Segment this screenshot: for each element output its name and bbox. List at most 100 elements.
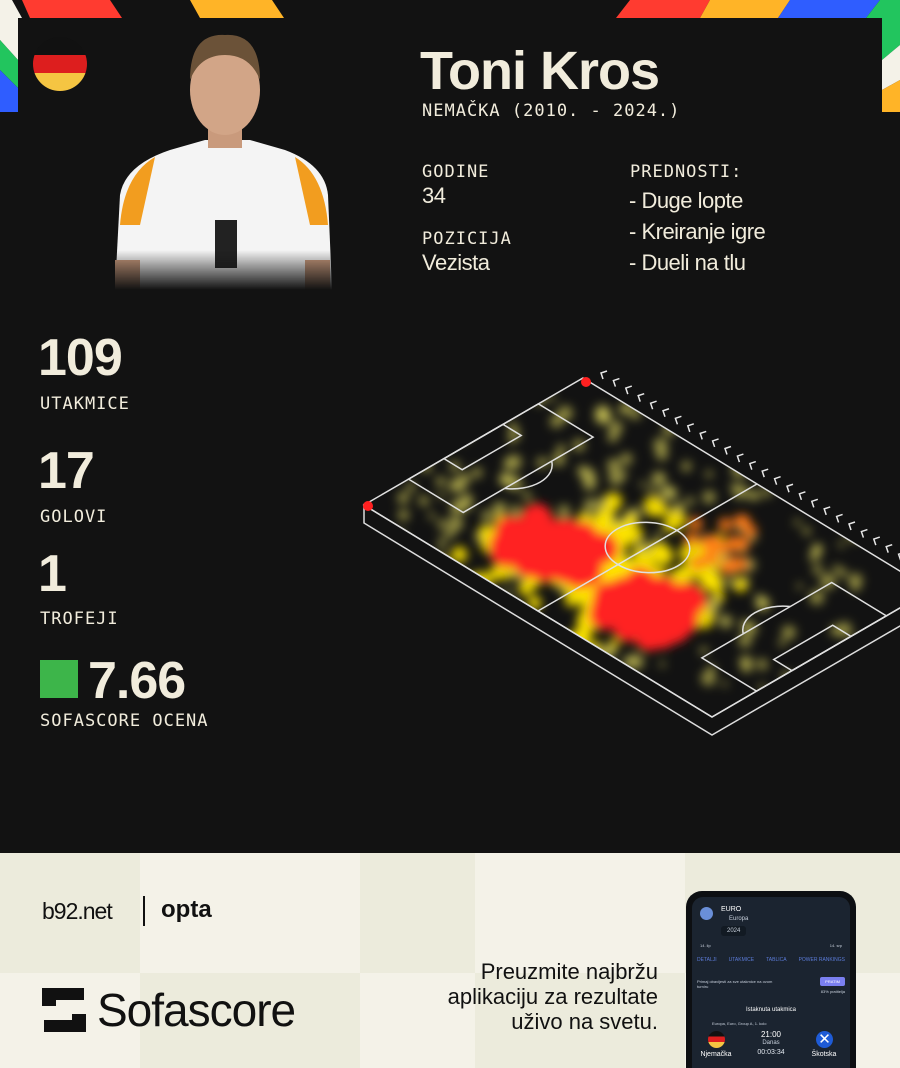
germany-flag-icon <box>33 37 87 91</box>
heat-blob <box>488 624 505 640</box>
heat-blob <box>464 595 478 609</box>
heat-blob <box>577 465 590 478</box>
heat-blob <box>851 583 860 592</box>
heat-blob <box>557 504 571 518</box>
heat-blob <box>455 628 468 642</box>
heat-blob <box>549 414 563 428</box>
tab-matches[interactable]: UTAKMICE <box>728 957 755 963</box>
heat-blob <box>838 541 845 548</box>
heat-blob <box>844 439 852 447</box>
match-info: Europa, Euro, Group A, 1. kolo <box>712 1021 767 1026</box>
matches-value: 109 <box>38 329 123 387</box>
heat-blob <box>705 470 713 479</box>
heat-blob <box>556 444 566 454</box>
heat-blob <box>403 624 411 631</box>
chevron-left-icon <box>786 483 794 493</box>
heat-blob <box>647 485 656 493</box>
tab-power-rankings[interactable]: POWER RANKINGS <box>798 957 845 963</box>
chevron-left-icon <box>662 408 670 417</box>
heat-blob <box>477 407 486 415</box>
heat-blob <box>658 473 666 482</box>
heat-blob <box>837 568 848 578</box>
heat-blob <box>537 533 570 566</box>
heat-blob <box>557 405 573 421</box>
heat-blob <box>481 510 493 522</box>
heat-blob <box>821 392 836 408</box>
heat-blob <box>739 655 753 669</box>
heatmap-pitch <box>0 370 900 736</box>
chevron-left-icon <box>612 377 620 387</box>
heat-blob <box>582 476 597 491</box>
heat-blob <box>653 437 668 453</box>
match-day: Danas <box>762 1040 780 1046</box>
season-select[interactable]: 2024 <box>721 926 747 936</box>
heat-blob <box>403 440 413 450</box>
heat-blob <box>499 503 506 511</box>
chevron-left-icon <box>649 400 657 410</box>
heat-blob <box>710 422 726 438</box>
heat-blob <box>503 459 513 469</box>
heat-blob <box>451 601 466 616</box>
heat-blob <box>814 418 828 432</box>
heat-blob <box>809 466 816 473</box>
heat-blob <box>437 616 454 632</box>
heat-blob <box>449 653 462 667</box>
heat-blob <box>742 392 752 403</box>
heat-blob <box>608 469 625 486</box>
heat-blob <box>608 420 623 435</box>
heat-blob <box>606 458 621 473</box>
trophies-value: 1 <box>38 545 67 603</box>
heat-blob <box>812 564 823 575</box>
heat-blob <box>699 535 714 550</box>
heat-blob <box>459 596 479 615</box>
heat-blob <box>707 664 716 673</box>
heat-blob <box>738 633 752 648</box>
chevron-left-icon <box>724 445 732 455</box>
cta-line: uživo na svetu. <box>511 1009 658 1034</box>
heat-blob <box>395 445 408 458</box>
match-time: 21:00 <box>760 1030 782 1039</box>
follow-button[interactable]: PRATIM <box>820 977 845 986</box>
heat-blob <box>434 406 443 415</box>
chevron-left-icon <box>624 385 633 395</box>
heat-blob <box>685 496 695 506</box>
heat-blob <box>834 482 845 493</box>
chevron-left-icon <box>798 491 806 501</box>
heat-blob <box>454 387 469 401</box>
heat-blob <box>398 611 410 623</box>
heat-blob <box>552 452 566 467</box>
heat-blob <box>407 449 417 459</box>
heat-blob <box>601 509 614 522</box>
heat-blob <box>743 405 754 415</box>
heat-blob <box>733 577 748 593</box>
heat-blob <box>472 622 485 635</box>
heat-blob <box>778 639 786 647</box>
heat-blob <box>846 525 863 542</box>
app-cta: Preuzmite najbržu aplikaciju za rezultat… <box>400 959 658 1034</box>
heat-blob <box>802 527 811 536</box>
rating-label: SOFASCORE OCENA <box>40 711 209 731</box>
heat-blob <box>701 551 716 566</box>
sofascore-logo-icon <box>42 988 86 1032</box>
tab-details[interactable]: DETALJI <box>697 957 717 963</box>
heat-blob <box>588 600 619 631</box>
heat-blob <box>653 532 662 541</box>
heat-blob <box>682 410 693 421</box>
heat-blob <box>440 605 450 614</box>
heat-blob <box>745 447 755 458</box>
sofascore-wordmark: Sofascore <box>97 984 296 1036</box>
heat-blob <box>525 384 536 396</box>
heat-blob <box>819 436 828 445</box>
heat-blob <box>449 598 468 617</box>
tab-table[interactable]: TABLICA <box>766 957 787 963</box>
heat-blob <box>574 538 607 571</box>
chevron-left-icon <box>835 513 843 523</box>
corner-marker <box>363 501 373 511</box>
chevron-left-icon <box>848 521 856 531</box>
phone-mockup: EURO Europa 2024 14. lip 14. srp DETALJI… <box>686 891 856 1068</box>
heat-blob <box>756 658 768 671</box>
heat-blob <box>796 583 803 590</box>
chevron-left-icon <box>872 536 881 546</box>
heat-blob <box>437 519 448 530</box>
heat-blob <box>394 530 406 542</box>
